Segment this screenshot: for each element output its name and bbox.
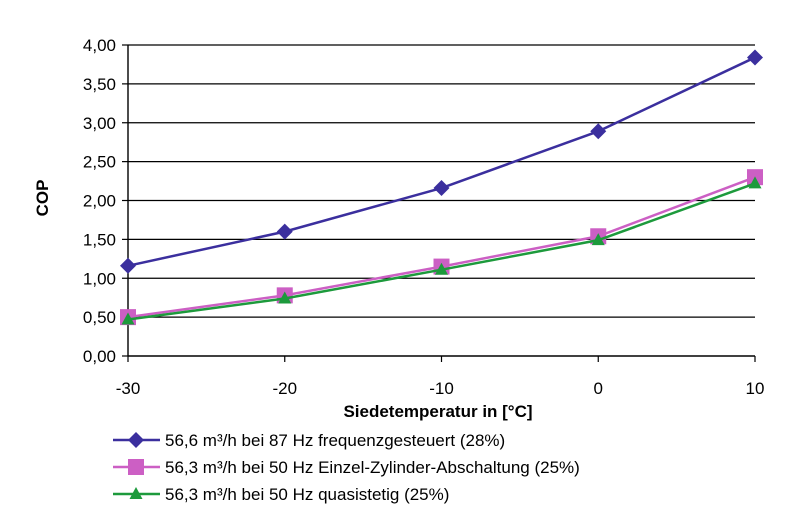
- y-tick-label: 4,00: [83, 36, 116, 55]
- data-point: [435, 262, 448, 275]
- data-point: [747, 49, 763, 66]
- x-tick-label: -30: [116, 379, 141, 398]
- y-tick-labels: 0,00 0,50 1,00 1,50 2,00 2,50 3,00 3,50 4,00: [83, 36, 116, 366]
- data-point: [590, 123, 607, 140]
- series-1: [120, 49, 763, 274]
- x-tick-label: 0: [594, 379, 603, 398]
- series-group: [120, 49, 763, 326]
- data-point: [278, 291, 292, 304]
- x-tick-labels: -30 -20 -10 0 10: [116, 379, 765, 398]
- y-tick-label: 0,00: [83, 347, 116, 366]
- y-tick-label: 3,00: [83, 114, 116, 133]
- data-point: [433, 180, 450, 197]
- y-tick-label: 1,50: [83, 230, 116, 249]
- legend-marker: [129, 487, 143, 499]
- data-point: [591, 233, 605, 246]
- y-tick-label: 3,50: [83, 75, 116, 94]
- axes: [122, 44, 756, 362]
- x-tick-label: 10: [746, 379, 765, 398]
- x-axis-title: Siedetemperatur in [°C]: [343, 402, 532, 421]
- legend-item-1: 56,6 m³/h bei 87 Hz frequenzgesteuert (2…: [113, 431, 505, 450]
- legend-label: 56,6 m³/h bei 87 Hz frequenzgesteuert (2…: [165, 431, 505, 450]
- data-point: [120, 257, 136, 274]
- series-line: [127, 176, 756, 319]
- legend-label: 56,3 m³/h bei 50 Hz Einzel-Zylinder-Absc…: [165, 458, 580, 477]
- y-tick-label: 1,00: [83, 269, 116, 288]
- legend-marker: [128, 432, 144, 448]
- y-tick-label: 2,50: [83, 153, 116, 172]
- x-tick-label: -10: [429, 379, 454, 398]
- legend-item-3: 56,3 m³/h bei 50 Hz quasistetig (25%): [113, 485, 449, 504]
- legend-marker: [128, 459, 144, 475]
- legend-item-2: 56,3 m³/h bei 50 Hz Einzel-Zylinder-Absc…: [113, 458, 580, 477]
- y-tick-label: 0,50: [83, 308, 116, 327]
- data-point: [748, 176, 762, 189]
- x-tick-label: -20: [272, 379, 297, 398]
- series-3: [121, 176, 762, 325]
- data-point: [276, 223, 293, 240]
- data-point: [121, 312, 135, 325]
- grid-lines: [128, 44, 755, 318]
- legend-label: 56,3 m³/h bei 50 Hz quasistetig (25%): [165, 485, 449, 504]
- y-tick-label: 2,00: [83, 192, 116, 211]
- y-axis-title: COP: [33, 180, 52, 217]
- legend: 56,6 m³/h bei 87 Hz frequenzgesteuert (2…: [113, 431, 580, 504]
- series-line: [127, 182, 756, 321]
